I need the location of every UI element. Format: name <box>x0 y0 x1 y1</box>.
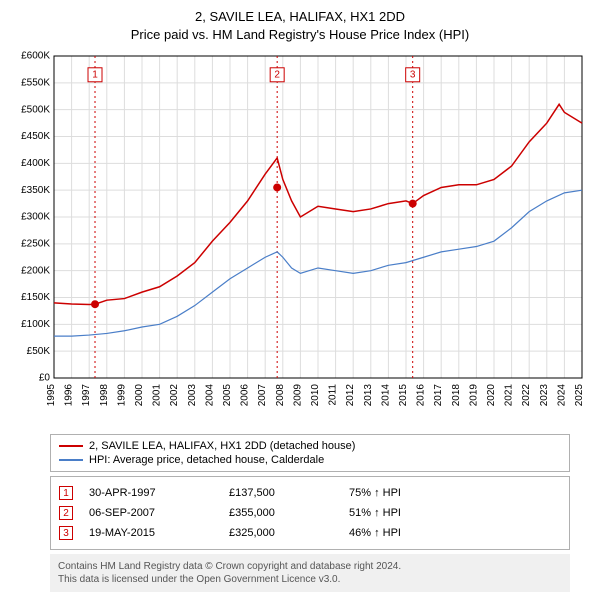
svg-text:2014: 2014 <box>380 384 391 407</box>
svg-text:2008: 2008 <box>275 384 286 407</box>
line-chart: £0 £50K £100K £150K £200K £250K £300K £350K £400… <box>10 48 590 428</box>
svg-text:2016: 2016 <box>416 384 427 407</box>
svg-text:2000: 2000 <box>134 384 145 407</box>
chart-container: 2, SAVILE LEA, HALIFAX, HX1 2DD Price pa… <box>0 0 600 598</box>
svg-text:1997: 1997 <box>81 384 92 407</box>
svg-text:2017: 2017 <box>433 384 444 407</box>
svg-text:2024: 2024 <box>556 384 567 407</box>
svg-text:1996: 1996 <box>64 384 75 407</box>
svg-text:2013: 2013 <box>363 384 374 407</box>
legend-swatch <box>59 445 83 447</box>
event-date: 19-MAY-2015 <box>89 527 229 539</box>
title-line-1: 2, SAVILE LEA, HALIFAX, HX1 2DD <box>10 8 590 26</box>
svg-text:2018: 2018 <box>451 384 462 407</box>
svg-text:2004: 2004 <box>204 384 215 407</box>
svg-text:£450K: £450K <box>21 132 50 143</box>
svg-text:£250K: £250K <box>21 239 50 250</box>
event-row: 3 19-MAY-2015 £325,000 46% ↑ HPI <box>59 523 561 543</box>
events-table: 1 30-APR-1997 £137,500 75% ↑ HPI 2 06-SE… <box>50 476 570 550</box>
footer-line: Contains HM Land Registry data © Crown c… <box>58 560 562 573</box>
svg-text:2006: 2006 <box>240 384 251 407</box>
event-row: 2 06-SEP-2007 £355,000 51% ↑ HPI <box>59 503 561 523</box>
event-diff: 75% ↑ HPI <box>349 487 561 499</box>
svg-text:£500K: £500K <box>21 105 50 116</box>
event-date: 06-SEP-2007 <box>89 507 229 519</box>
event-diff: 51% ↑ HPI <box>349 507 561 519</box>
event-row: 1 30-APR-1997 £137,500 75% ↑ HPI <box>59 483 561 503</box>
svg-text:1999: 1999 <box>116 384 127 407</box>
svg-text:£0: £0 <box>39 373 51 384</box>
legend-item: 2, SAVILE LEA, HALIFAX, HX1 2DD (detache… <box>59 439 561 453</box>
event-date: 30-APR-1997 <box>89 487 229 499</box>
svg-text:2001: 2001 <box>152 384 163 407</box>
svg-text:2025: 2025 <box>574 384 585 407</box>
svg-text:2020: 2020 <box>486 384 497 407</box>
event-marker: 3 <box>59 526 73 540</box>
svg-text:2010: 2010 <box>310 384 321 407</box>
svg-text:2009: 2009 <box>292 384 303 407</box>
svg-text:2: 2 <box>274 70 280 81</box>
event-price: £325,000 <box>229 527 349 539</box>
svg-text:2023: 2023 <box>539 384 550 407</box>
event-price: £137,500 <box>229 487 349 499</box>
svg-text:£200K: £200K <box>21 266 50 277</box>
svg-text:£100K: £100K <box>21 319 50 330</box>
footer-attribution: Contains HM Land Registry data © Crown c… <box>50 554 570 592</box>
svg-text:2019: 2019 <box>468 384 479 407</box>
svg-text:2015: 2015 <box>398 384 409 407</box>
svg-text:2021: 2021 <box>504 384 515 407</box>
svg-text:£50K: £50K <box>27 346 51 357</box>
svg-text:1: 1 <box>92 70 98 81</box>
svg-text:£550K: £550K <box>21 78 50 89</box>
svg-text:2012: 2012 <box>345 384 356 407</box>
svg-text:£300K: £300K <box>21 212 50 223</box>
event-marker: 1 <box>59 486 73 500</box>
svg-text:1995: 1995 <box>46 384 57 407</box>
svg-text:2003: 2003 <box>187 384 198 407</box>
svg-text:2011: 2011 <box>328 384 339 406</box>
svg-text:2005: 2005 <box>222 384 233 407</box>
legend: 2, SAVILE LEA, HALIFAX, HX1 2DD (detache… <box>50 434 570 472</box>
legend-swatch <box>59 459 83 461</box>
event-diff: 46% ↑ HPI <box>349 527 561 539</box>
event-price: £355,000 <box>229 507 349 519</box>
svg-text:3: 3 <box>410 70 416 81</box>
footer-line: This data is licensed under the Open Gov… <box>58 573 562 586</box>
svg-text:2002: 2002 <box>169 384 180 407</box>
svg-text:£350K: £350K <box>21 185 50 196</box>
svg-text:2022: 2022 <box>521 384 532 407</box>
svg-text:1998: 1998 <box>99 384 110 407</box>
svg-text:£150K: £150K <box>21 293 50 304</box>
legend-label: 2, SAVILE LEA, HALIFAX, HX1 2DD (detache… <box>89 440 355 452</box>
svg-text:£600K: £600K <box>21 51 50 62</box>
event-marker: 2 <box>59 506 73 520</box>
legend-label: HPI: Average price, detached house, Cald… <box>89 454 324 466</box>
svg-text:2007: 2007 <box>257 384 268 407</box>
title-line-2: Price paid vs. HM Land Registry's House … <box>10 26 590 44</box>
svg-text:£400K: £400K <box>21 158 50 169</box>
legend-item: HPI: Average price, detached house, Cald… <box>59 453 561 467</box>
